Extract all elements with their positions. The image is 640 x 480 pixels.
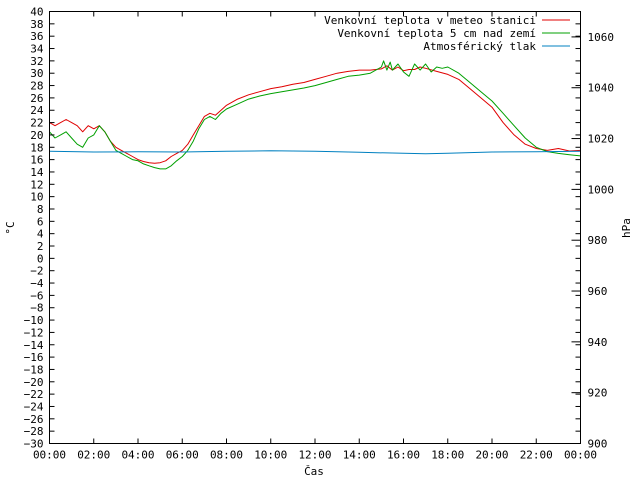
y-tick-label-left: 8	[37, 203, 44, 216]
y-tick-label-left: −2	[30, 265, 43, 278]
y-tick-label-left: 12	[30, 178, 43, 191]
series-line-3	[49, 150, 581, 155]
y-tick-label-right: 920	[588, 387, 608, 400]
y-tick-label-left: −16	[24, 351, 44, 364]
y-tick-label-right: 1020	[588, 133, 615, 146]
legend-label-3: Atmosférický tlak	[423, 40, 536, 53]
x-tick-label: 16:00	[387, 449, 420, 462]
x-tick-label: 12:00	[298, 449, 331, 462]
legend: Venkovní teplota v meteo staniciVenkovní…	[324, 14, 570, 53]
y-tick-label-left: −20	[24, 376, 44, 389]
x-tick-label: 20:00	[475, 449, 508, 462]
y-tick-label-right: 960	[588, 285, 608, 298]
y-tick-label-left: −22	[24, 388, 44, 401]
y-tick-label-left: 4	[37, 228, 44, 241]
series-line-2	[49, 60, 581, 170]
x-tick-label: 10:00	[254, 449, 287, 462]
series-layer	[49, 60, 581, 170]
legend-label-2: Venkovní teplota 5 cm nad zemí	[337, 27, 536, 40]
y-tick-label-right: 1040	[588, 82, 615, 95]
y-tick-label-left: 18	[30, 141, 43, 154]
y-tick-label-right: 1060	[588, 31, 615, 44]
y-tick-label-left: −14	[24, 339, 44, 352]
y-tick-label-left: 28	[30, 80, 43, 93]
y-tick-label-left: −8	[30, 302, 43, 315]
y-tick-label-left: −30	[24, 438, 44, 451]
x-tick-label: 22:00	[520, 449, 553, 462]
y-tick-label-left: 2	[37, 240, 44, 253]
y-tick-label-left: 40	[30, 6, 43, 19]
axes-layer: 4038363432302826242220181614121086420−2−…	[24, 6, 614, 462]
y-tick-label-left: −26	[24, 413, 44, 426]
x-tick-label: 00:00	[33, 449, 66, 462]
x-tick-label: 14:00	[343, 449, 376, 462]
x-tick-label: 06:00	[166, 449, 199, 462]
y-tick-label-left: −10	[24, 314, 44, 327]
x-axis-label: Čas	[304, 465, 324, 478]
legend-label-1: Venkovní teplota v meteo stanici	[324, 14, 536, 27]
y-tick-label-left: 26	[30, 92, 43, 105]
y-tick-label-left: −28	[24, 425, 44, 438]
y-tick-label-left: 30	[30, 67, 43, 80]
y-tick-label-right: 940	[588, 336, 608, 349]
x-tick-label: 02:00	[77, 449, 110, 462]
x-tick-label: 00:00	[564, 449, 597, 462]
y-tick-label-left: −4	[30, 277, 44, 290]
y-tick-label-left: 0	[37, 252, 44, 265]
y-tick-label-left: −24	[24, 400, 44, 413]
y-tick-label-right: 900	[588, 438, 608, 451]
y-tick-label-left: 32	[30, 55, 43, 68]
y-tick-label-left: −12	[24, 326, 44, 339]
y-tick-label-right: 1000	[588, 183, 615, 196]
x-tick-label: 18:00	[431, 449, 464, 462]
y-tick-label-left: 14	[30, 166, 44, 179]
y-tick-label-right: 980	[588, 234, 608, 247]
y-tick-label-left: 36	[30, 30, 43, 43]
y-tick-label-left: −6	[30, 289, 43, 302]
x-tick-label: 04:00	[121, 449, 154, 462]
y-tick-label-left: 34	[30, 43, 44, 56]
y-tick-label-left: 22	[30, 117, 43, 130]
y-axis-label-right: hPa	[620, 218, 633, 238]
y-tick-label-left: 10	[30, 191, 43, 204]
x-tick-label: 08:00	[210, 449, 243, 462]
y-tick-label-left: −18	[24, 363, 44, 376]
y-tick-label-left: 16	[30, 154, 43, 167]
y-tick-label-left: 6	[37, 215, 44, 228]
y-tick-label-left: 24	[30, 104, 44, 117]
y-axis-label-left: °C	[4, 221, 17, 234]
y-tick-label-left: 20	[30, 129, 43, 142]
y-tick-label-left: 38	[30, 18, 43, 31]
series-line-1	[49, 65, 581, 164]
